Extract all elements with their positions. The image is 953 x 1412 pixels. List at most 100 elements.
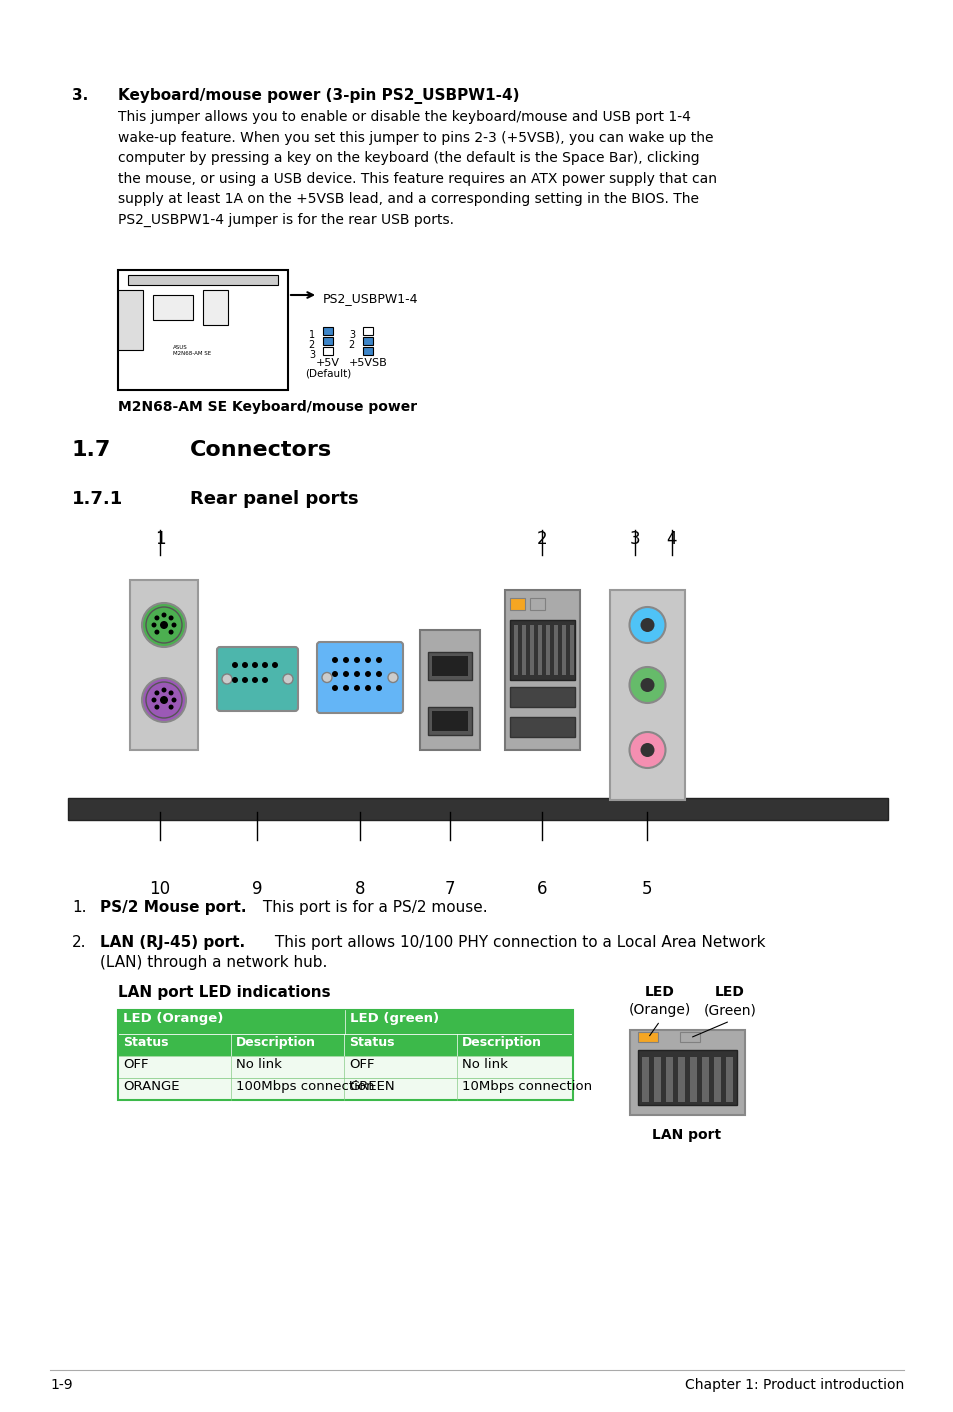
- Bar: [428, 652, 472, 681]
- Bar: [118, 1077, 573, 1100]
- Circle shape: [375, 671, 381, 676]
- Text: Keyboard/mouse power (3-pin PS2_USBPW1-4): Keyboard/mouse power (3-pin PS2_USBPW1-4…: [118, 88, 519, 104]
- Circle shape: [262, 676, 268, 683]
- Circle shape: [354, 671, 359, 676]
- Circle shape: [154, 705, 159, 710]
- Bar: [537, 626, 541, 675]
- Circle shape: [629, 607, 665, 642]
- Text: PS2_USBPW1-4: PS2_USBPW1-4: [323, 292, 418, 305]
- Text: 4: 4: [666, 530, 677, 548]
- Bar: [323, 337, 333, 345]
- Text: 2: 2: [349, 340, 355, 350]
- Circle shape: [142, 603, 186, 647]
- Bar: [68, 798, 887, 820]
- Text: 1: 1: [154, 530, 165, 548]
- Text: 1: 1: [309, 330, 314, 340]
- Circle shape: [222, 674, 232, 683]
- Circle shape: [146, 607, 182, 642]
- Bar: [679, 1032, 700, 1042]
- Circle shape: [343, 657, 349, 664]
- Circle shape: [160, 696, 168, 705]
- Text: This jumper allows you to enable or disable the keyboard/mouse and USB port 1-4
: This jumper allows you to enable or disa…: [118, 110, 717, 227]
- Text: M2N68-AM SE Keyboard/mouse power: M2N68-AM SE Keyboard/mouse power: [118, 400, 416, 414]
- Circle shape: [152, 623, 156, 627]
- Bar: [363, 337, 373, 345]
- Circle shape: [169, 690, 173, 696]
- Text: 8: 8: [355, 880, 365, 898]
- Text: (Green): (Green): [702, 1003, 756, 1017]
- FancyBboxPatch shape: [504, 590, 579, 750]
- Text: 3: 3: [349, 330, 355, 340]
- Bar: [569, 626, 574, 675]
- Circle shape: [375, 657, 381, 664]
- Text: GREEN: GREEN: [349, 1080, 395, 1093]
- Bar: [203, 289, 228, 325]
- Text: No link: No link: [461, 1058, 507, 1070]
- Text: 3: 3: [629, 530, 639, 548]
- Circle shape: [343, 671, 349, 676]
- Circle shape: [354, 685, 359, 690]
- Circle shape: [252, 676, 257, 683]
- Circle shape: [172, 698, 176, 703]
- Bar: [514, 626, 517, 675]
- Bar: [118, 1056, 573, 1077]
- Text: 5: 5: [641, 880, 652, 898]
- Text: 2.: 2.: [71, 935, 87, 950]
- Text: LAN (RJ-45) port.: LAN (RJ-45) port.: [100, 935, 245, 950]
- Text: LED (Orange): LED (Orange): [123, 1012, 223, 1025]
- Text: LED: LED: [644, 986, 674, 1000]
- Bar: [545, 626, 550, 675]
- Circle shape: [365, 685, 371, 690]
- Circle shape: [388, 672, 397, 682]
- Bar: [638, 1032, 658, 1042]
- Bar: [510, 717, 575, 737]
- Text: 1.: 1.: [71, 899, 87, 915]
- Text: (Orange): (Orange): [628, 1003, 690, 1017]
- FancyBboxPatch shape: [130, 580, 198, 750]
- Circle shape: [343, 685, 349, 690]
- Bar: [638, 1051, 737, 1106]
- Bar: [323, 347, 333, 354]
- Bar: [530, 599, 544, 610]
- Circle shape: [365, 657, 371, 664]
- Circle shape: [154, 690, 159, 696]
- Circle shape: [322, 672, 332, 682]
- Bar: [152, 295, 193, 321]
- Text: LAN port: LAN port: [652, 1128, 720, 1142]
- Bar: [725, 1058, 732, 1101]
- Circle shape: [639, 678, 654, 692]
- Text: 2: 2: [309, 340, 314, 350]
- FancyBboxPatch shape: [216, 647, 297, 712]
- Bar: [118, 1010, 573, 1034]
- Bar: [118, 1010, 573, 1100]
- Text: Description: Description: [235, 1036, 315, 1049]
- Bar: [689, 1058, 697, 1101]
- Circle shape: [146, 682, 182, 717]
- FancyBboxPatch shape: [629, 1029, 744, 1115]
- Circle shape: [283, 674, 293, 683]
- Bar: [128, 275, 277, 285]
- Circle shape: [365, 671, 371, 676]
- Text: 6: 6: [537, 880, 547, 898]
- Bar: [665, 1058, 672, 1101]
- Text: OFF: OFF: [349, 1058, 375, 1070]
- Circle shape: [232, 662, 237, 668]
- Bar: [561, 626, 565, 675]
- Circle shape: [629, 666, 665, 703]
- Circle shape: [161, 613, 167, 617]
- Circle shape: [242, 676, 248, 683]
- Circle shape: [639, 618, 654, 633]
- Bar: [654, 1058, 660, 1101]
- Text: LED: LED: [715, 986, 744, 1000]
- Bar: [530, 626, 534, 675]
- Circle shape: [332, 671, 337, 676]
- Bar: [323, 328, 333, 335]
- Text: +5V: +5V: [315, 359, 339, 369]
- Bar: [363, 347, 373, 354]
- Bar: [118, 1034, 573, 1056]
- Bar: [118, 289, 143, 350]
- Text: ORANGE: ORANGE: [123, 1080, 179, 1093]
- Text: Description: Description: [461, 1036, 541, 1049]
- Bar: [641, 1058, 648, 1101]
- Circle shape: [152, 698, 156, 703]
